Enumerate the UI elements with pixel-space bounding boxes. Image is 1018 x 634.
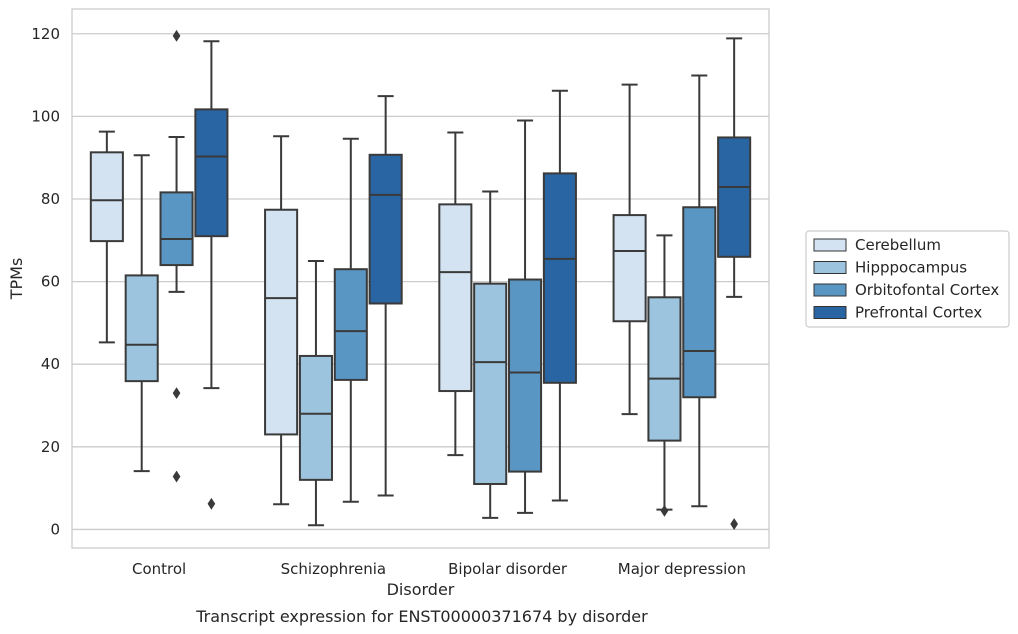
y-tick-label: 40 [41,355,60,373]
box-iqr [264,208,299,436]
legend: Cerebellum Hipppocampus Orbitofontal Corte… [805,230,1010,328]
box-iqr [124,274,159,383]
boxes-layer [89,29,752,530]
box-iqr [717,136,752,258]
y-tick-label: 100 [31,107,60,125]
legend-swatch [813,261,847,274]
chart-caption: Transcript expression for ENST0000037167… [195,607,648,626]
x-axis-title: Disorder [387,580,455,599]
outlier-point [730,518,738,530]
box-2-1 [333,137,368,503]
box-iqr [333,268,368,381]
x-tick-label: Bipolar disorder [448,560,568,578]
box-iqr [89,151,124,243]
box-0-2 [438,131,473,457]
box-iqr [438,203,473,393]
box-0-0 [89,130,124,344]
box-1-1 [298,259,333,527]
legend-swatch [813,306,847,319]
x-tick-label: Major depression [618,560,746,578]
y-tick-label: 80 [41,190,60,208]
box-iqr [368,153,403,305]
y-axis-title: TPMs [7,258,26,301]
x-tick-label: Schizophrenia [281,560,386,578]
legend-swatch [813,238,847,252]
box-2-0 [159,29,194,483]
y-tick-label: 20 [41,438,60,456]
box-iqr [542,172,577,384]
box-iqr [508,278,543,473]
outlier-point [660,504,669,517]
box-iqr [159,191,194,267]
legend-label: Hipppocampus [855,259,967,277]
x-tick-label: Control [132,560,186,578]
legend-frame [805,230,1010,328]
box-1-2 [473,190,508,519]
box-2-3 [682,74,717,508]
box-1-3 [647,234,682,517]
box-0-1 [264,135,299,506]
outlier-point [172,387,181,400]
y-tick-label: 0 [50,520,60,538]
outlier-point [207,497,216,510]
box-iqr [612,214,647,323]
box-iqr [647,296,682,442]
y-tick-labels: 0 20 40 60 80 100 120 [31,25,60,539]
legend-label: Cerebellum [855,236,941,254]
legend-label: Orbitofontal Cortex [855,281,999,299]
box-1-0 [124,154,159,473]
box-iqr [194,108,229,238]
plot-frame [71,8,770,549]
y-tick-label: 120 [31,25,60,43]
outlier-point [172,470,181,483]
outlier-point [172,29,181,42]
box-iqr [298,354,333,481]
box-3-1 [368,95,403,497]
x-tick-labels: Control Schizophrenia Bipolar disorder Majo… [132,560,746,578]
box-3-2 [542,89,577,502]
y-tick-label: 60 [41,273,60,291]
box-iqr [473,282,508,485]
legend-swatch [813,283,847,297]
box-0-3 [612,83,647,416]
box-3-3 [717,37,752,530]
box-3-0 [194,40,229,510]
box-iqr [682,206,717,399]
box-2-2 [508,119,543,514]
legend-label: Prefrontal Cortex [855,304,982,322]
